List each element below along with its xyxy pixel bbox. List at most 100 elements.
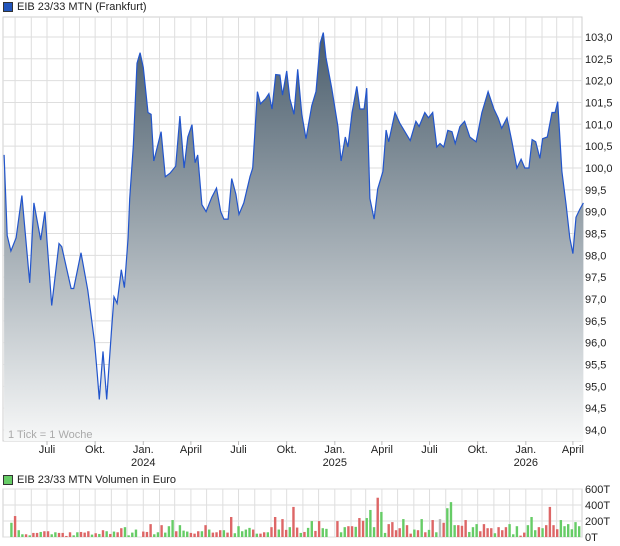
volume-bar <box>39 531 42 537</box>
volume-bar <box>530 517 533 537</box>
volume-bar <box>248 527 251 537</box>
volume-bar <box>72 535 75 537</box>
volume-bar <box>46 531 50 537</box>
price-ytick-label: 101,0 <box>585 119 613 131</box>
volume-bar <box>570 529 574 537</box>
volume-bar <box>240 531 244 537</box>
volume-bar <box>127 535 130 537</box>
xtick-year-label: 2024 <box>131 457 155 469</box>
volume-bar <box>391 522 394 537</box>
volume-bar <box>251 529 255 537</box>
xtick-label: Jan. <box>324 444 345 456</box>
volume-ytick-label: 600T <box>585 484 610 496</box>
volume-bar <box>94 533 97 537</box>
volume-bar <box>32 532 35 537</box>
volume-bar <box>464 520 467 537</box>
xtick-label: Jan. <box>133 444 154 456</box>
price-ytick-label: 98,5 <box>585 228 606 240</box>
price-ytick-label: 101,5 <box>585 97 613 109</box>
xtick-year-label: 2026 <box>514 457 538 469</box>
volume-bar <box>479 531 482 537</box>
volume-bar <box>559 520 563 537</box>
price-ytick-label: 94,0 <box>585 425 606 437</box>
xtick-label: April <box>371 444 393 456</box>
volume-bar <box>145 531 149 537</box>
volume-bar <box>566 524 570 537</box>
volume-bar <box>317 521 321 537</box>
volume-legend: EIB 23/33 MTN Volumen in Euro <box>3 474 176 486</box>
volume-bar <box>299 532 302 537</box>
price-ytick-label: 100,0 <box>585 163 613 175</box>
volume-bar <box>244 529 248 537</box>
xtick-label: April <box>562 444 584 456</box>
volume-bar <box>112 531 116 537</box>
volume-bar <box>475 524 478 537</box>
volume-bar <box>189 532 193 537</box>
volume-bar <box>105 531 108 537</box>
volume-bar <box>270 527 273 537</box>
volume-bar <box>10 522 13 537</box>
volume-bar <box>350 526 354 537</box>
volume-bar <box>453 525 456 537</box>
volume-bar <box>167 526 171 537</box>
volume-bar <box>497 527 500 537</box>
volume-bar <box>24 534 28 537</box>
volume-bar <box>57 532 61 537</box>
volume-bar <box>523 532 526 537</box>
volume-bar <box>501 530 504 537</box>
volume-bar <box>310 521 313 537</box>
volume-bar <box>160 525 163 537</box>
volume-bar <box>149 524 152 537</box>
price-ytick-label: 99,5 <box>585 185 606 197</box>
xtick-label: Okt. <box>277 444 297 456</box>
volume-bar <box>556 529 559 537</box>
volume-bar <box>284 529 288 537</box>
volume-bar <box>486 528 489 537</box>
volume-bar <box>490 528 493 537</box>
volume-bar <box>175 531 178 537</box>
volume-bar <box>21 534 24 537</box>
volume-bar <box>65 535 68 537</box>
volume-bar <box>153 534 156 537</box>
volume-bar <box>515 526 519 537</box>
xtick-label: Okt. <box>85 444 105 456</box>
volume-bar <box>142 531 145 537</box>
volume-bar <box>87 531 90 537</box>
price-ytick-label: 102,0 <box>585 76 613 88</box>
volume-bar <box>262 532 266 537</box>
volume-bar <box>387 524 390 537</box>
price-ytick-label: 100,5 <box>585 141 613 153</box>
volume-bar <box>354 526 357 537</box>
volume-bar <box>98 533 101 537</box>
volume-bar <box>545 525 548 537</box>
volume-bar <box>413 529 416 537</box>
volume-legend-swatch <box>3 475 13 485</box>
volume-bar <box>563 526 566 537</box>
volume-bar <box>574 522 577 537</box>
volume-bar <box>457 525 460 537</box>
volume-bar <box>208 529 211 537</box>
volume-bar <box>13 516 17 537</box>
volume-bar <box>178 525 182 537</box>
volume-bar <box>43 531 46 537</box>
volume-bar <box>68 532 72 537</box>
volume-chart-title: EIB 23/33 MTN Volumen in Euro <box>17 474 176 486</box>
xtick-label: April <box>180 444 202 456</box>
price-ytick-label: 96,5 <box>585 316 606 328</box>
volume-bar <box>76 532 79 537</box>
volume-bar <box>361 520 365 537</box>
volume-bar <box>438 519 442 537</box>
xtick-label: Juli <box>39 444 56 456</box>
volume-bar <box>255 533 259 537</box>
volume-bar <box>471 527 475 537</box>
price-ytick-label: 102,5 <box>585 54 613 66</box>
price-area <box>4 32 584 441</box>
volume-bar <box>534 530 537 537</box>
volume-bar <box>186 531 189 537</box>
volume-bar <box>266 532 270 537</box>
volume-bar <box>61 532 64 537</box>
volume-bar <box>402 519 405 537</box>
volume-bar <box>259 533 262 537</box>
volume-bar <box>101 530 105 537</box>
